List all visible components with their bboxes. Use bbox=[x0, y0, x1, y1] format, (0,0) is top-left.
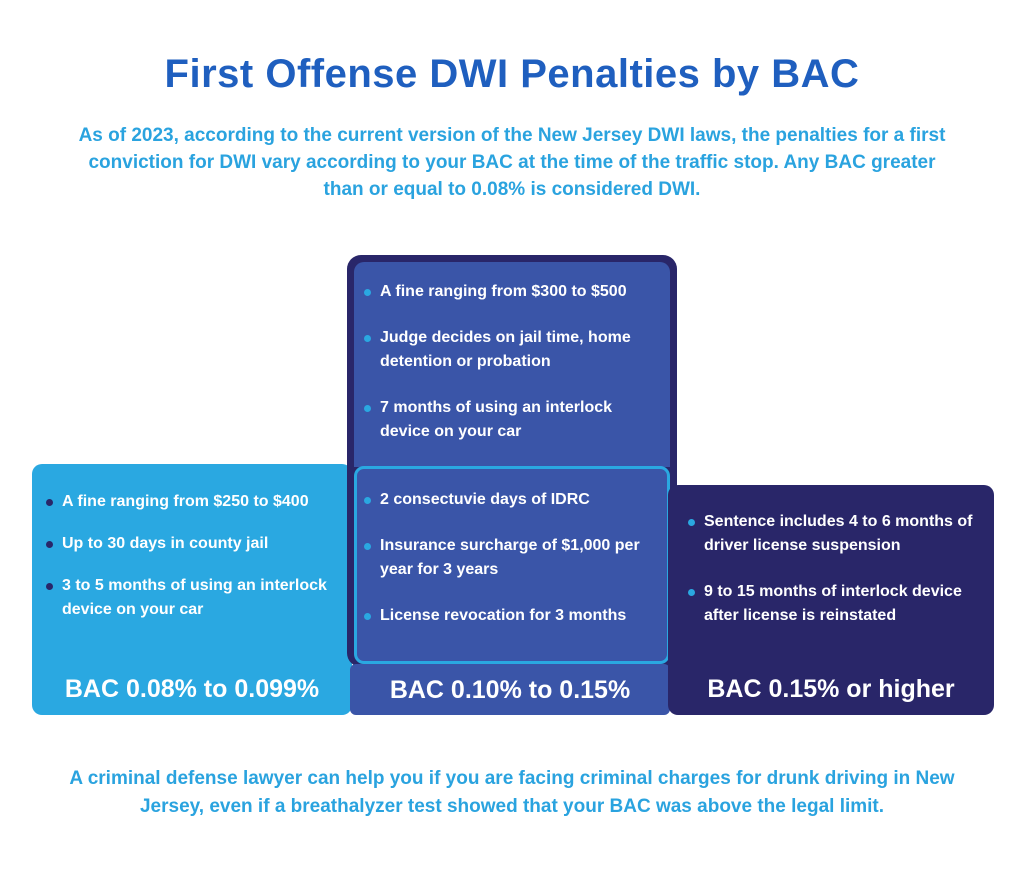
outro-text: A criminal defense lawyer can help you i… bbox=[69, 768, 955, 817]
bac-high-penalty-list: Sentence includes 4 to 6 months of drive… bbox=[682, 510, 987, 650]
list-item: 9 to 15 months of interlock device after… bbox=[682, 580, 987, 628]
bac-high-label: BAC 0.15% or higher bbox=[707, 675, 955, 703]
bac-mid-penalty-list-top: A fine ranging from $300 to $500 Judge d… bbox=[358, 280, 663, 466]
list-item: A fine ranging from $250 to $400 bbox=[40, 490, 340, 514]
list-item: Up to 30 days in county jail bbox=[40, 532, 340, 556]
list-item: Sentence includes 4 to 6 months of drive… bbox=[682, 510, 987, 558]
page-title: First Offense DWI Penalties by BAC bbox=[164, 52, 860, 96]
bac-low-label: BAC 0.08% to 0.099% bbox=[64, 675, 320, 703]
list-item: A fine ranging from $300 to $500 bbox=[358, 280, 663, 304]
bac-high-panel bbox=[668, 485, 994, 715]
list-item: Insurance surcharge of $1,000 per year f… bbox=[358, 534, 658, 582]
intro-text: As of 2023, according to the current ver… bbox=[78, 125, 946, 200]
bac-mid-label: BAC 0.10% to 0.15% bbox=[389, 676, 631, 704]
bac-low-penalty-list: A fine ranging from $250 to $400 Up to 3… bbox=[40, 490, 340, 640]
list-item: 3 to 5 months of using an interlock devi… bbox=[40, 574, 340, 622]
list-item: License revocation for 3 months bbox=[358, 604, 658, 628]
bac-low-panel bbox=[32, 464, 352, 715]
list-item: 7 months of using an interlock device on… bbox=[358, 396, 663, 444]
list-item: Judge decides on jail time, home detenti… bbox=[358, 326, 663, 374]
bac-mid-penalty-list-bottom: 2 consectuvie days of IDRC Insurance sur… bbox=[358, 488, 658, 650]
bac-mid-label-bar bbox=[350, 664, 670, 715]
list-item: 2 consectuvie days of IDRC bbox=[358, 488, 658, 512]
bac-mid-panel-top bbox=[354, 262, 670, 467]
